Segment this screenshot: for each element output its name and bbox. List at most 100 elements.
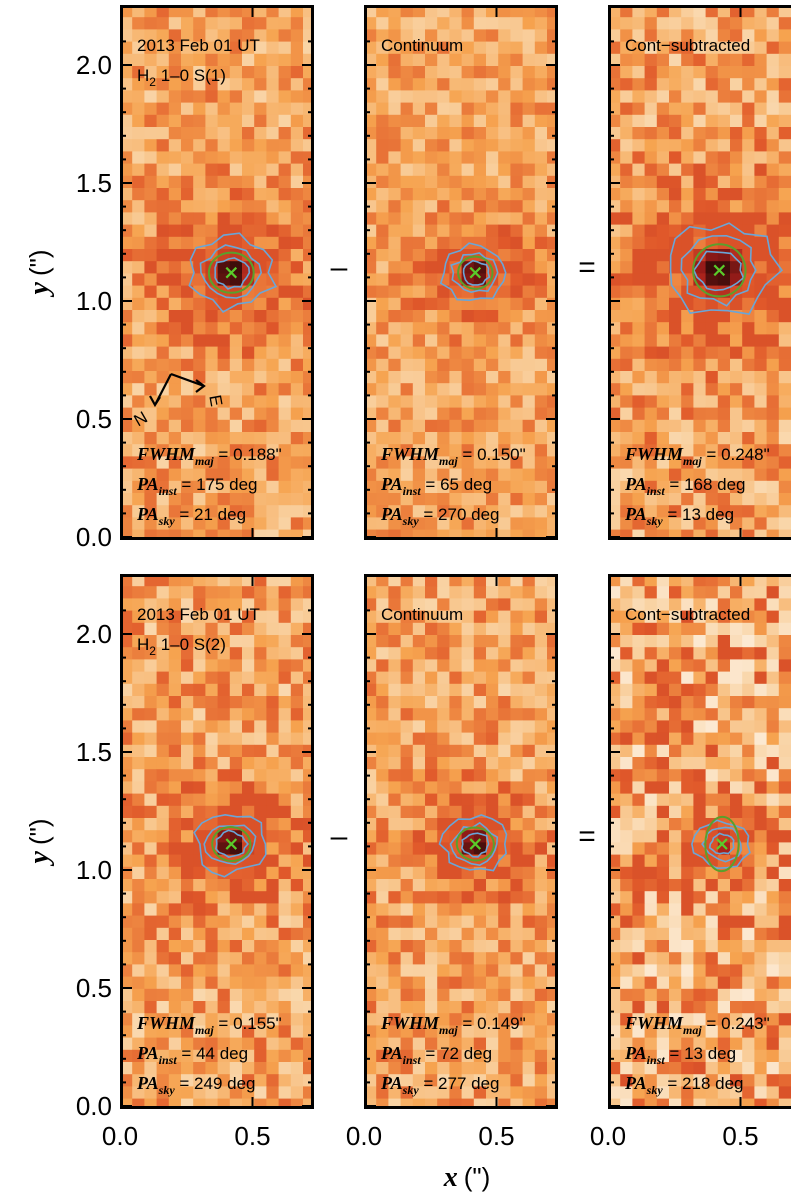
spaxel — [132, 480, 145, 494]
spaxel — [425, 371, 438, 384]
spaxel — [278, 659, 292, 672]
spaxel — [717, 659, 731, 672]
spaxel — [388, 90, 401, 103]
spaxel — [461, 163, 475, 177]
spaxel — [656, 598, 670, 611]
spaxel — [534, 261, 548, 274]
panel-label: Cont−subtracted — [625, 36, 750, 55]
spaxel — [156, 334, 170, 347]
spaxel — [437, 468, 450, 482]
spaxel — [376, 17, 389, 30]
spaxel — [632, 720, 645, 733]
spaxel — [608, 1074, 621, 1087]
spaxel — [205, 310, 218, 323]
spaxel — [217, 879, 231, 892]
spaxel — [120, 915, 133, 929]
spaxel — [766, 1025, 780, 1038]
spaxel — [168, 744, 182, 758]
spaxel — [766, 757, 780, 770]
spaxel — [144, 708, 157, 721]
spaxel — [278, 805, 292, 819]
spaxel — [669, 468, 682, 482]
spaxel — [303, 383, 314, 396]
spaxel — [400, 976, 414, 990]
spaxel — [473, 480, 487, 494]
spaxel — [278, 635, 292, 648]
spaxel — [742, 903, 755, 916]
spaxel — [205, 163, 218, 177]
spaxel — [217, 744, 231, 758]
spaxel — [120, 17, 133, 30]
spaxel — [254, 1001, 267, 1014]
spaxel — [644, 236, 658, 250]
spaxel — [168, 793, 182, 807]
spaxel — [217, 988, 231, 1002]
spaxel — [644, 468, 658, 482]
spaxel — [742, 212, 755, 225]
spaxel — [547, 29, 558, 42]
spaxel — [181, 517, 194, 530]
spaxel — [168, 854, 182, 868]
spaxel — [425, 200, 438, 213]
spaxel — [778, 285, 791, 299]
spaxel — [486, 671, 499, 685]
spaxel — [461, 224, 475, 238]
spaxel — [290, 505, 304, 518]
spaxel — [144, 66, 157, 79]
spaxel — [754, 188, 767, 201]
spaxel — [730, 744, 743, 758]
spaxel — [754, 310, 767, 323]
spaxel — [254, 224, 267, 238]
spaxel — [705, 683, 719, 697]
spaxel — [412, 249, 426, 262]
spaxel — [766, 468, 780, 482]
spaxel — [364, 805, 377, 819]
spaxel — [364, 622, 377, 636]
spaxel — [547, 622, 558, 636]
spaxel — [669, 517, 682, 530]
spaxel — [168, 5, 182, 18]
spaxel — [193, 1086, 206, 1099]
spaxel — [510, 1013, 523, 1026]
spaxel — [473, 1013, 487, 1026]
spaxel — [632, 53, 645, 67]
spaxel — [449, 236, 462, 250]
spaxel — [376, 1037, 389, 1051]
spaxel — [644, 757, 658, 770]
spaxel — [400, 468, 414, 482]
spaxel — [412, 781, 426, 794]
spaxel — [656, 574, 670, 587]
spaxel — [412, 1013, 426, 1026]
spaxel — [608, 964, 621, 977]
spaxel — [608, 940, 621, 953]
spaxel — [303, 1086, 314, 1099]
spaxel — [181, 879, 194, 892]
spaxel — [498, 444, 511, 457]
spaxel — [364, 29, 377, 42]
spaxel — [754, 1025, 767, 1038]
spaxel — [693, 29, 706, 42]
spaxel — [608, 1062, 621, 1075]
spaxel — [254, 212, 267, 225]
spaxel — [120, 720, 133, 733]
spaxel — [376, 720, 389, 733]
spaxel — [705, 17, 719, 30]
spaxel — [681, 432, 694, 445]
spaxel — [534, 927, 548, 941]
spaxel — [120, 529, 133, 540]
spaxel — [693, 1074, 706, 1087]
spaxel — [730, 505, 743, 518]
spaxel — [778, 622, 791, 636]
spaxel — [437, 952, 450, 965]
spaxel — [730, 480, 743, 494]
spaxel — [656, 1086, 670, 1099]
spaxel — [132, 769, 145, 782]
spaxel — [547, 517, 558, 530]
spaxel — [120, 830, 133, 843]
spaxel — [473, 708, 487, 721]
spaxel — [120, 261, 133, 274]
spaxel — [632, 407, 645, 421]
spaxel — [376, 793, 389, 807]
spaxel — [742, 696, 755, 709]
spaxel — [388, 818, 401, 831]
